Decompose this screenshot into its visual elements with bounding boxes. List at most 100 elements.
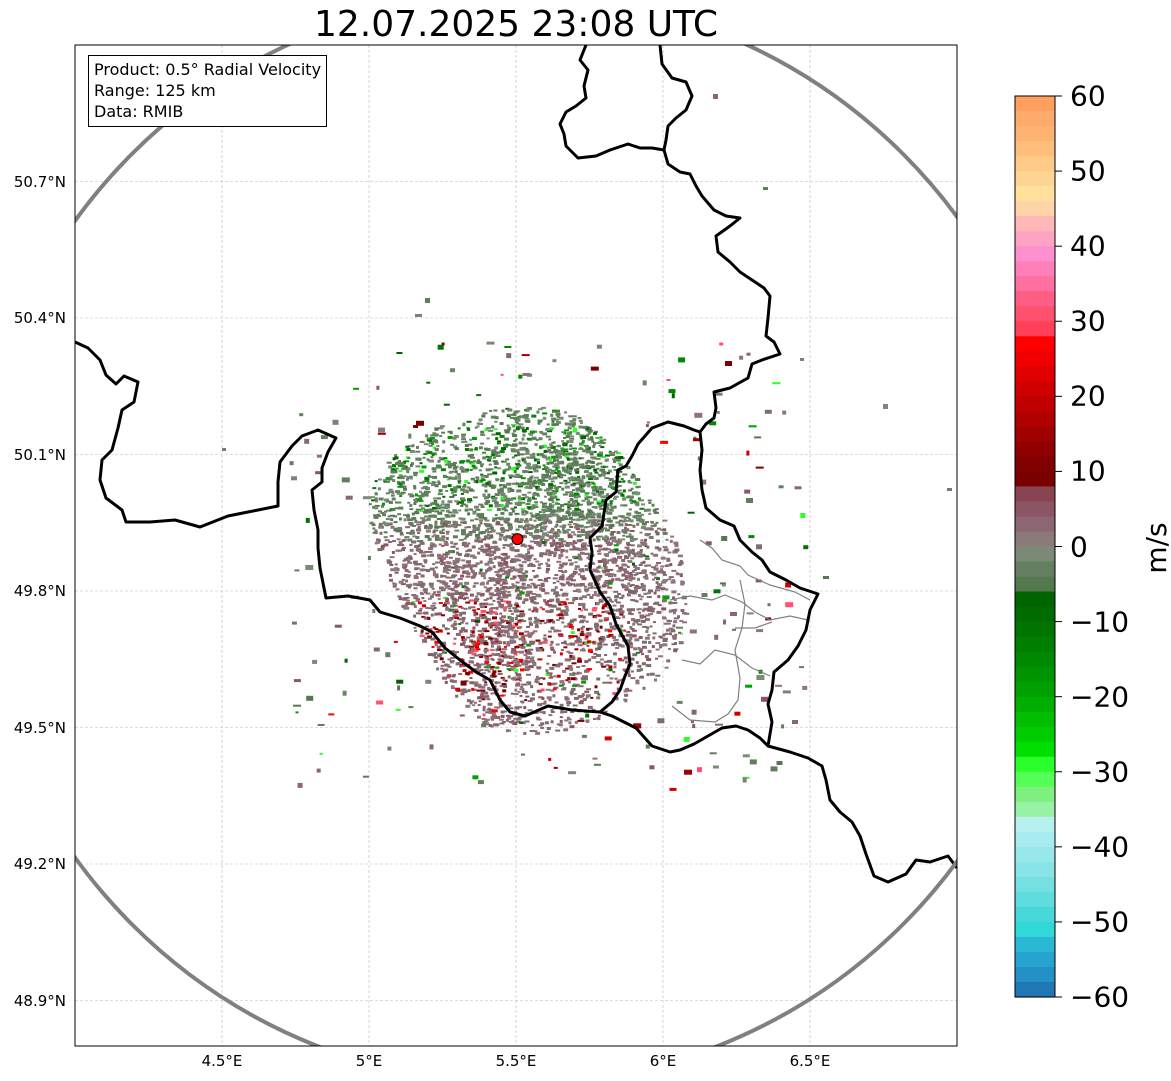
- echo-pixel: [470, 575, 475, 579]
- echo-pixel: [533, 575, 537, 579]
- echo-pixel: [646, 545, 650, 549]
- echo-pixel: [373, 647, 380, 652]
- echo-pixel: [494, 446, 499, 450]
- echo-pixel: [559, 575, 565, 579]
- echo-pixel: [468, 460, 473, 464]
- echo-pixel: [422, 639, 427, 641]
- echo-pixel: [580, 568, 585, 571]
- echo-pixel: [403, 558, 408, 562]
- echo-pixel: [585, 465, 591, 468]
- echo-pixel: [413, 560, 418, 564]
- echo-pixel: [506, 353, 512, 359]
- echo-pixel: [576, 502, 580, 506]
- echo-pixel: [526, 625, 531, 628]
- echo-pixel: [590, 481, 594, 484]
- colorbar-band: [1015, 891, 1055, 908]
- echo-pixel: [415, 465, 421, 468]
- echo-pixel: [580, 627, 584, 630]
- echo-pixel: [501, 409, 505, 413]
- echo-pixel: [549, 512, 554, 516]
- echo-pixel: [297, 782, 303, 788]
- echo-pixel: [508, 466, 511, 469]
- echo-pixel: [501, 578, 507, 581]
- echo-pixel: [547, 635, 552, 638]
- echo-pixel: [494, 638, 499, 642]
- echo-pixel: [368, 503, 372, 506]
- echo-pixel: [606, 635, 611, 638]
- echo-pixel: [656, 546, 660, 549]
- echo-pixel: [596, 696, 601, 700]
- echo-pixel: [602, 604, 608, 608]
- echo-pixel: [574, 526, 579, 529]
- echo-pixel: [511, 482, 516, 485]
- echo-pixel: [533, 616, 537, 619]
- echo-pixel: [454, 616, 460, 619]
- echo-pixel: [625, 660, 628, 664]
- echo-pixel: [375, 541, 380, 544]
- echo-pixel: [725, 361, 732, 366]
- echo-pixel: [568, 621, 572, 624]
- echo-pixel: [528, 608, 532, 611]
- echo-pixel: [563, 503, 569, 506]
- echo-pixel: [394, 563, 398, 566]
- echo-pixel: [579, 569, 585, 573]
- echo-pixel: [467, 588, 471, 592]
- echo-pixel: [604, 506, 610, 510]
- echo-pixel: [642, 543, 648, 546]
- echo-pixel: [499, 484, 502, 487]
- echo-pixel: [551, 492, 557, 495]
- echo-pixel: [632, 576, 636, 580]
- echo-pixel: [429, 475, 434, 478]
- echo-pixel: [506, 704, 512, 707]
- echo-pixel: [634, 552, 639, 555]
- echo-pixel: [512, 568, 517, 572]
- echo-pixel: [507, 664, 511, 667]
- echo-pixel: [489, 484, 494, 488]
- echo-pixel: [548, 502, 552, 506]
- echo-pixel: [569, 444, 573, 448]
- echo-pixel: [503, 609, 507, 612]
- echo-pixel: [557, 455, 561, 458]
- echo-pixel: [536, 584, 541, 587]
- echo-pixel: [573, 450, 579, 454]
- echo-pixel: [625, 535, 630, 538]
- echo-pixel: [627, 689, 633, 692]
- echo-pixel: [599, 625, 603, 629]
- echo-pixel: [513, 634, 518, 638]
- colorbar-band: [1015, 276, 1055, 292]
- echo-pixel: [422, 640, 428, 643]
- echo-pixel: [496, 508, 501, 511]
- colorbar-tick-label: −10: [1070, 605, 1130, 639]
- echo-pixel: [559, 563, 563, 567]
- echo-pixel: [386, 509, 391, 512]
- echo-pixel: [562, 562, 568, 566]
- echo-pixel: [540, 526, 544, 530]
- echo-pixel: [444, 463, 450, 466]
- echo-pixel: [496, 442, 501, 445]
- echo-pixel: [535, 526, 539, 529]
- echo-pixel: [513, 717, 519, 720]
- echo-pixel: [528, 648, 534, 651]
- echo-pixel: [421, 582, 426, 586]
- echo-pixel: [305, 565, 314, 570]
- echo-pixel: [672, 602, 678, 604]
- echo-pixel: [520, 668, 524, 672]
- echo-pixel: [673, 649, 678, 653]
- echo-pixel: [883, 404, 888, 409]
- echo-pixel: [397, 476, 401, 479]
- echo-pixel: [607, 469, 612, 473]
- echo-pixel: [421, 487, 425, 490]
- echo-pixel: [655, 521, 659, 524]
- echo-pixel: [432, 602, 437, 605]
- echo-pixel: [474, 518, 479, 521]
- echo-pixel: [556, 415, 560, 418]
- echo-pixel: [457, 501, 462, 504]
- echo-pixel: [499, 478, 505, 482]
- echo-pixel: [499, 533, 504, 536]
- echo-pixel: [441, 500, 445, 504]
- echo-pixel: [612, 609, 617, 612]
- echo-pixel: [511, 647, 517, 651]
- colorbar-band: [1015, 576, 1055, 593]
- echo-pixel: [463, 484, 467, 487]
- lat-tick-label: 49.5°N: [13, 718, 66, 737]
